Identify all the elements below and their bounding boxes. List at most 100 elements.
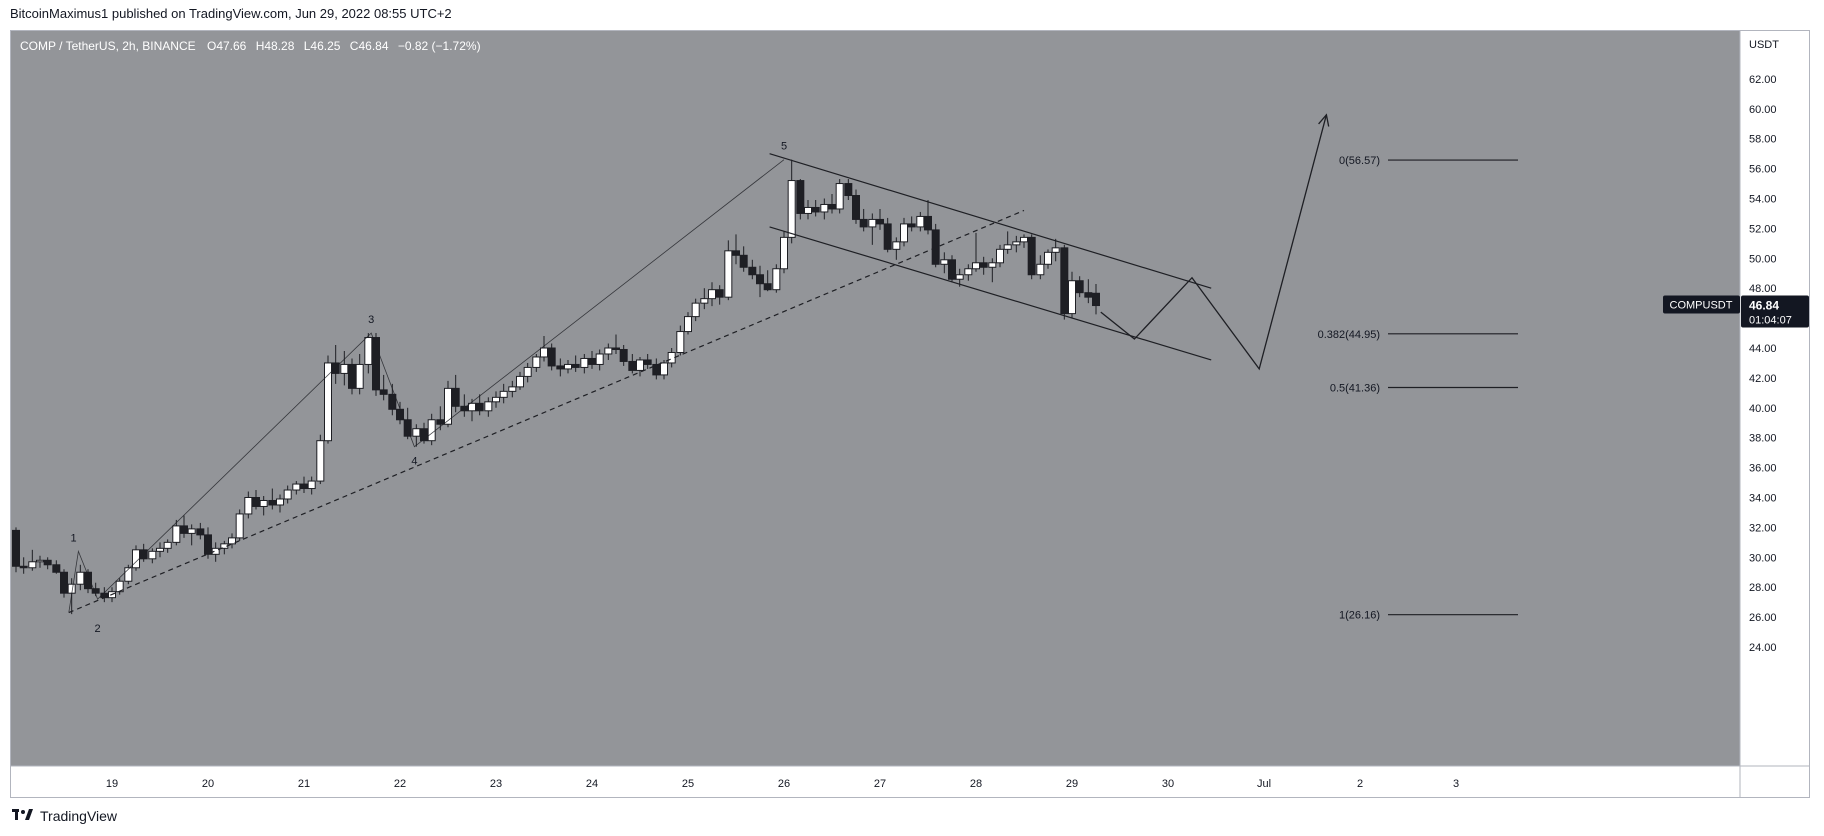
- candle-body: [1036, 263, 1045, 276]
- candle-body: [868, 218, 877, 228]
- candle: [979, 256, 988, 275]
- candle: [364, 333, 373, 374]
- price-tick-label: 32.00: [1749, 522, 1777, 534]
- candle-body: [532, 356, 541, 368]
- time-tick-label: 21: [298, 778, 310, 790]
- drawings: 1 2 3 4 5 0(56.57) 0.382(44.95) 0.5(41.36) 1(26.…: [68, 113, 1518, 635]
- candle: [259, 496, 268, 516]
- candle-body: [684, 316, 692, 333]
- candle-body: [883, 223, 892, 250]
- candle: [1068, 271, 1076, 319]
- candle: [859, 208, 868, 232]
- fib-level-label: 0(56.57): [1339, 155, 1380, 167]
- candle: [499, 383, 508, 404]
- legend-l-label: L: [304, 39, 311, 53]
- candle-body: [1092, 292, 1100, 307]
- publisher-caption: BitcoinMaximus1 published on TradingView…: [10, 6, 452, 21]
- candle-body: [763, 283, 772, 291]
- legend-c-label: C: [350, 39, 359, 53]
- candle-body: [1020, 236, 1028, 243]
- plot-background[interactable]: [11, 31, 1740, 766]
- candle: [412, 424, 421, 447]
- candle-body: [475, 402, 484, 412]
- candle: [652, 358, 661, 380]
- price-tick-label: 24.00: [1749, 642, 1777, 654]
- candle-body: [19, 565, 28, 569]
- candle: [28, 549, 37, 571]
- candle-body: [316, 440, 325, 482]
- candle-body: [1060, 247, 1069, 315]
- candle: [907, 216, 916, 232]
- candle: [187, 524, 196, 546]
- candle-body: [307, 480, 316, 490]
- time-tick-label: 3: [1453, 778, 1459, 790]
- candle-body: [355, 363, 364, 389]
- candle-body: [772, 268, 781, 291]
- candle: [996, 244, 1004, 268]
- price-tick-label: 40.00: [1749, 403, 1777, 415]
- candle: [1003, 231, 1012, 254]
- candle: [547, 343, 556, 371]
- candle: [268, 488, 277, 510]
- candle: [1027, 234, 1036, 280]
- candle-body: [235, 513, 244, 539]
- candle-body: [595, 353, 604, 365]
- symbol-badge-label: COMPUSDT: [1670, 300, 1733, 312]
- candle-body: [228, 537, 236, 545]
- candle: [324, 355, 332, 444]
- candle-body: [211, 547, 220, 555]
- candle-body: [372, 337, 380, 391]
- candle-body: [1012, 241, 1021, 246]
- time-axis[interactable]: 19 20 21 22 23 24 25 26 27 28 29 30 Jul 2 3: [106, 778, 1459, 790]
- candle-body: [924, 215, 932, 231]
- candle: [916, 211, 925, 232]
- legend-c-value: 46.84: [358, 39, 388, 53]
- candle-body: [91, 588, 100, 594]
- candle: [244, 491, 253, 519]
- candle-body: [196, 528, 205, 536]
- price-tick-label: 44.00: [1749, 343, 1777, 355]
- candle: [732, 234, 740, 265]
- candle: [931, 223, 940, 268]
- candle-body: [580, 357, 589, 368]
- candle-body: [796, 180, 805, 214]
- candle: [691, 298, 700, 322]
- legend-h-value: 48.28: [264, 39, 294, 53]
- time-tick-label: 30: [1162, 778, 1174, 790]
- candle: [180, 515, 188, 538]
- candle-body: [892, 241, 901, 250]
- price-tick-label: 60.00: [1749, 104, 1777, 116]
- candle: [835, 179, 844, 214]
- candle: [780, 231, 788, 274]
- candle-body: [60, 571, 68, 594]
- legend-o-value: 47.66: [216, 39, 246, 53]
- tradingview-brand[interactable]: TradingView: [12, 808, 117, 824]
- candle: [307, 476, 316, 495]
- candle-body: [787, 180, 796, 238]
- candle: [340, 350, 349, 386]
- candle: [204, 527, 212, 559]
- candle: [252, 490, 260, 510]
- elliott-wave-path: [68, 159, 785, 613]
- candle-body: [468, 402, 476, 412]
- candle: [475, 394, 484, 416]
- candle-body: [451, 387, 460, 407]
- candle-body: [835, 183, 844, 210]
- time-tick-label: 19: [106, 778, 118, 790]
- candle: [715, 285, 724, 305]
- candle-body: [1075, 280, 1084, 294]
- candle-body: [1003, 244, 1012, 250]
- candle: [724, 240, 733, 301]
- candle: [156, 542, 164, 558]
- candle-body: [124, 567, 133, 582]
- candles: [12, 159, 1100, 615]
- candle-body: [756, 274, 764, 285]
- candle-body: [820, 203, 829, 213]
- candle: [532, 353, 541, 372]
- price-tick-label: 54.00: [1749, 194, 1777, 206]
- candle-body: [571, 363, 580, 368]
- price-axis[interactable]: 24.00 26.00 28.00 30.00 32.00 34.00 36.00 38.00…: [1749, 74, 1777, 654]
- candle: [1036, 255, 1045, 280]
- candle-body: [43, 559, 52, 566]
